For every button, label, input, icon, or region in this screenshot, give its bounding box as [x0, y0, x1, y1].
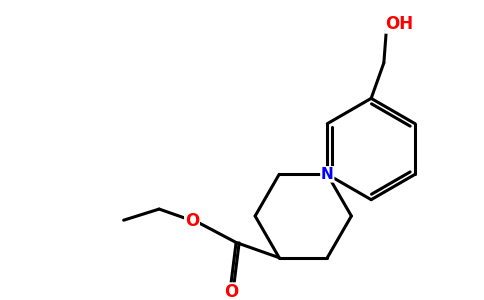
- Text: N: N: [321, 167, 333, 182]
- Text: O: O: [224, 283, 238, 300]
- Text: O: O: [185, 212, 199, 230]
- Text: OH: OH: [385, 15, 413, 33]
